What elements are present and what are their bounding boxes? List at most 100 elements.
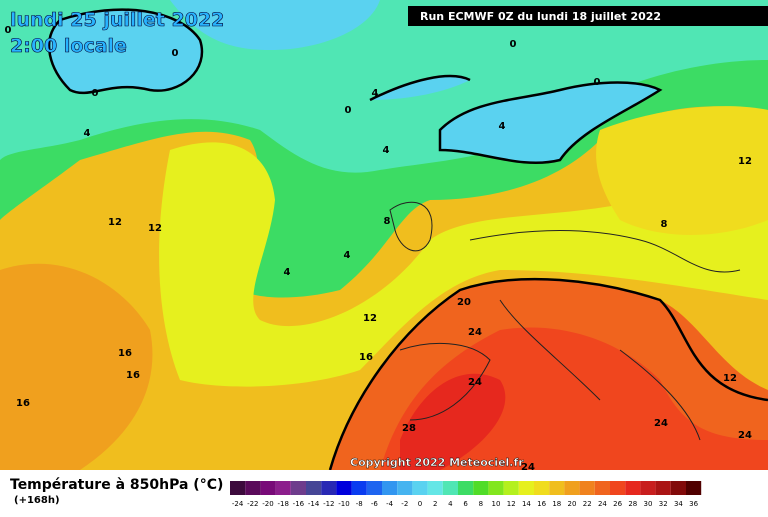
yellow-region: [159, 110, 768, 387]
contour-line: [328, 277, 768, 471]
legend-tick-label: 30: [644, 500, 653, 508]
contour-line: [47, 8, 204, 95]
cyan-region: [170, 0, 380, 50]
color-swatch: [260, 481, 276, 495]
legend-tick-label: -22: [247, 500, 258, 508]
yellow-region: [596, 106, 768, 235]
legend-tick-label: 24: [598, 500, 607, 508]
deep-red-region: [400, 373, 506, 470]
color-swatch: [503, 481, 519, 495]
legend-tick-label: -10: [338, 500, 349, 508]
color-swatch: [686, 481, 702, 495]
color-swatch: [640, 481, 656, 495]
contour-label: 24: [521, 462, 535, 473]
legend-tick-label: 28: [628, 500, 637, 508]
color-swatch: [306, 481, 322, 495]
run-banner: [408, 6, 768, 26]
coastline: [389, 201, 741, 441]
color-swatch: [488, 481, 504, 495]
cyan-region: [370, 76, 470, 100]
contour-label: 16: [359, 352, 373, 363]
legend-tick-label: 14: [522, 500, 531, 508]
color-swatch: [625, 481, 641, 495]
color-swatch: [230, 481, 246, 495]
color-swatch: [670, 481, 686, 495]
legend-tick-label: -4: [386, 500, 394, 508]
legend-tick-label: -20: [262, 500, 273, 508]
contour-line: [438, 81, 663, 164]
legend-tick-label: -14: [308, 500, 320, 508]
color-swatch: [534, 481, 550, 495]
contour-label: 16: [118, 348, 132, 359]
color-swatch: [245, 481, 261, 495]
legend-tick-label: 10: [492, 500, 501, 508]
legend-tick-label: 20: [568, 500, 577, 508]
color-swatch: [442, 481, 458, 495]
color-swatch: [564, 481, 580, 495]
contour-label: 4: [84, 128, 91, 139]
contour-label: 12: [738, 156, 752, 167]
contour-label: 4: [372, 88, 379, 99]
legend-tick-label: 2: [433, 500, 437, 508]
contour-label: 24: [468, 377, 482, 388]
legend-tick-label: -8: [356, 500, 363, 508]
legend-tick-label: -16: [293, 500, 305, 508]
copyright: Copyright 2022 Meteociel.fr: [350, 456, 524, 469]
color-swatch: [594, 481, 610, 495]
contour-label: 12: [723, 373, 737, 384]
color-swatch: [382, 481, 398, 495]
legend-tick-label: 34: [674, 500, 683, 508]
color-swatch: [336, 481, 352, 495]
legend-tick-label: 8: [479, 500, 483, 508]
legend-tick-label: 18: [552, 500, 561, 508]
contour-label: 4: [499, 121, 506, 132]
contour-label: 0: [345, 105, 352, 116]
color-swatch: [351, 481, 367, 495]
cyan-region: [49, 9, 202, 93]
contour-label: 12: [363, 313, 377, 324]
legend-tick-label: 12: [507, 500, 516, 508]
color-swatch: [473, 481, 489, 495]
contour-label: 16: [126, 370, 140, 381]
legend-tick-label: -18: [277, 500, 288, 508]
color-swatch: [397, 481, 413, 495]
legend-tick-label: 22: [583, 500, 592, 508]
color-swatch: [275, 481, 291, 495]
contour-label: 12: [108, 217, 122, 228]
forecast-time: 2:00 locale: [10, 35, 127, 57]
contour-label: 0: [594, 77, 601, 88]
contour-label: 0: [92, 88, 99, 99]
contour-label: 4: [284, 267, 291, 278]
contour-label: 16: [16, 398, 30, 409]
contour-label: 0: [172, 48, 179, 59]
contour-label: 4: [344, 250, 351, 261]
contour-label: 0: [510, 39, 517, 50]
legend-tick-label: 16: [537, 500, 546, 508]
legend-title: Température à 850hPa (°C): [10, 477, 223, 493]
legend-tick-label: 36: [689, 500, 698, 508]
contour-label: 20: [457, 297, 471, 308]
legend-tick-label: -12: [323, 500, 334, 508]
contour-label: 24: [654, 418, 668, 429]
contour-line: [369, 74, 471, 102]
legend-tick-label: 32: [659, 500, 668, 508]
legend-tick-label: 0: [418, 500, 422, 508]
color-swatch: [518, 481, 534, 495]
legend-tick-label: -24: [232, 500, 244, 508]
contour-label: 24: [468, 327, 482, 338]
contour-label: 0: [5, 25, 12, 36]
legend-tick-label: 4: [448, 500, 453, 508]
forecast-date: lundi 25 juillet 2022: [10, 9, 224, 31]
run-label: Run ECMWF 0Z du lundi 18 juillet 2022: [420, 10, 661, 23]
color-swatch: [366, 481, 382, 495]
contour-label: 24: [738, 430, 752, 441]
legend-tick-label: -6: [371, 500, 379, 508]
legend-tick-label: 26: [613, 500, 622, 508]
legend-tick-label: -2: [401, 500, 408, 508]
orange-region: [0, 263, 153, 470]
contour-label: 12: [148, 223, 162, 234]
color-swatch: [321, 481, 337, 495]
cyan-region: [440, 82, 660, 163]
